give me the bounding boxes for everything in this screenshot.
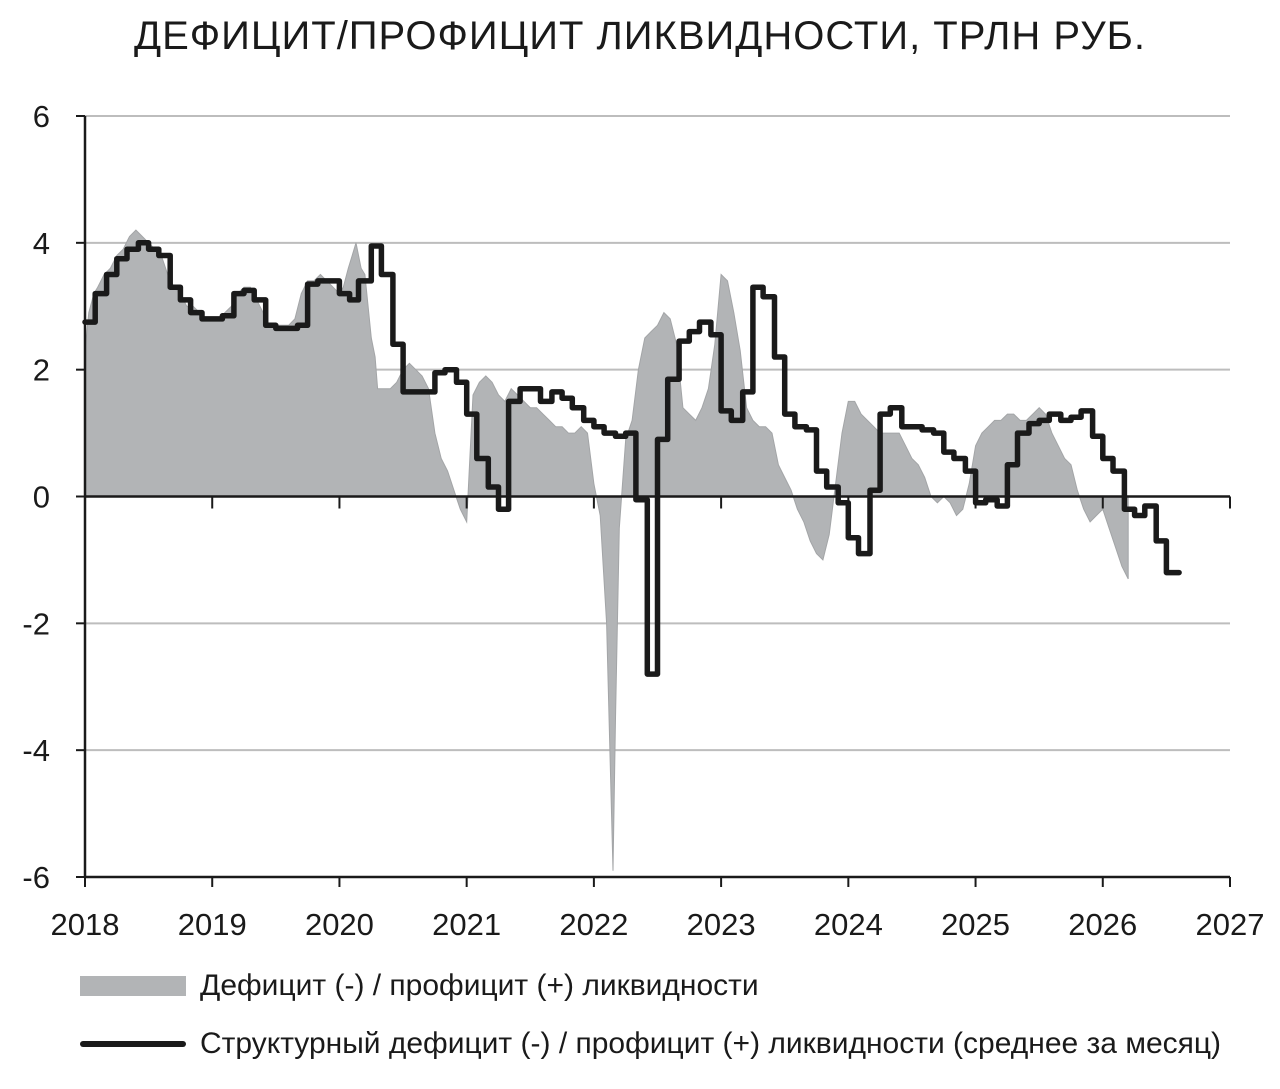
x-tick-label-2: 2020 [305,907,374,942]
legend-swatch-line [80,1041,186,1047]
structural-line-series [82,240,1182,677]
y-tick-label-2: 2 [33,353,50,388]
chart-title: ДЕФИЦИТ/ПРОФИЦИТ ЛИКВИДНОСТИ, ТРЛН РУБ. [133,14,1146,58]
x-tick-label-1: 2019 [178,907,247,942]
liquidity-area-shape [84,229,1129,871]
x-tick-label-6: 2024 [814,907,883,942]
x-tick-label-3: 2021 [432,907,501,942]
x-tick-label-8: 2026 [1068,907,1137,942]
y-tick-label-0: 6 [33,99,50,134]
legend-label-line: Структурный дефицит (-) / профицит (+) л… [200,1027,1222,1060]
x-tick-label-9: 2027 [1196,907,1265,942]
legend-item-line: Структурный дефицит (-) / профицит (+) л… [80,1024,1221,1064]
y-tick-label-1: 4 [33,226,50,261]
x-tick-labels: 2018 2019 2020 2021 2022 2023 2024 2025 2026 2027 [51,907,1265,942]
legend-swatch-area [80,976,186,996]
y-tick-label-5: -4 [22,733,50,768]
x-tick-label-7: 2025 [941,907,1010,942]
y-tick-labels: 6 4 2 0 -2 -4 -6 [22,99,50,895]
legend-item-area: Дефицит (-) / профицит (+) ликвидности [80,966,759,1006]
axes [76,115,1231,887]
x-tick-label-4: 2022 [559,907,628,942]
liquidity-area-series [84,229,1129,871]
y-tick-label-3: 0 [33,480,50,515]
x-tick-label-0: 2018 [51,907,120,942]
structural-line-path [82,240,1182,677]
x-tick-label-5: 2023 [687,907,756,942]
y-tick-label-4: -2 [22,606,50,641]
legend-label-area: Дефицит (-) / профицит (+) ликвидности [200,969,759,1002]
y-tick-label-6: -6 [22,860,50,895]
